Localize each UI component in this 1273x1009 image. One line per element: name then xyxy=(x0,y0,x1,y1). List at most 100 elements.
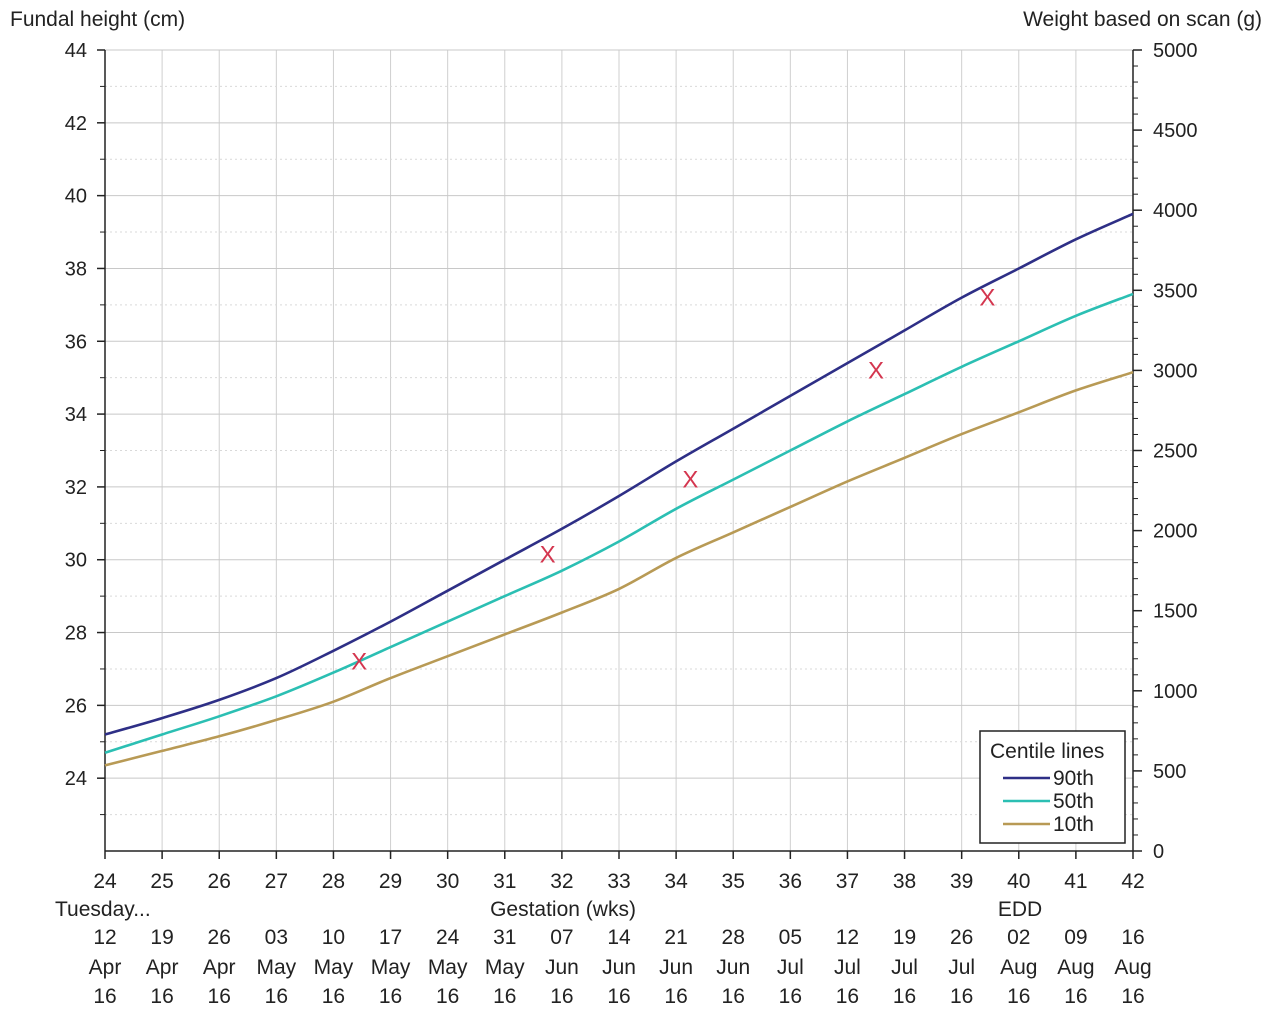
date-month-label: Jun xyxy=(602,956,636,979)
date-year-label: 16 xyxy=(722,985,745,1008)
right-tick-label: 2000 xyxy=(1153,521,1198,543)
date-day-label: 16 xyxy=(1121,926,1144,949)
date-day-label: 02 xyxy=(1007,926,1030,949)
date-month-label: Apr xyxy=(203,956,236,979)
right-tick-label: 4000 xyxy=(1153,200,1198,222)
date-year-label: 16 xyxy=(836,985,859,1008)
right-tick-label: 3000 xyxy=(1153,360,1198,382)
edd-label: EDD xyxy=(998,898,1042,921)
date-year-label: 16 xyxy=(1064,985,1087,1008)
date-labels: 12 19 26 03 10 17 24 31 07 14 21 28 05 12 19 26 02 09 16 Ap… xyxy=(89,926,1152,1008)
date-year-label: 16 xyxy=(1121,985,1144,1008)
left-tick-label: 36 xyxy=(65,331,87,353)
date-month-label: Jun xyxy=(716,956,750,979)
x-tick-label: 33 xyxy=(607,870,630,893)
x-tick-label: 27 xyxy=(265,870,288,893)
date-year-label: 16 xyxy=(322,985,345,1008)
date-month-label: May xyxy=(256,956,296,979)
x-tick-label: 25 xyxy=(150,870,173,893)
date-day-label: 17 xyxy=(379,926,402,949)
left-tick-label: 24 xyxy=(65,768,87,790)
x-tick-label: 26 xyxy=(208,870,231,893)
x-day-label: Tuesday... xyxy=(55,898,151,921)
date-day-label: 10 xyxy=(322,926,345,949)
legend-label: 90th xyxy=(1053,767,1094,790)
right-axis-title: Weight based on scan (g) xyxy=(1023,8,1262,31)
x-tick-label: 29 xyxy=(379,870,402,893)
date-day-label: 12 xyxy=(836,926,859,949)
date-day-label: 19 xyxy=(150,926,173,949)
date-day-label: 31 xyxy=(493,926,516,949)
date-day-label: 14 xyxy=(607,926,631,949)
left-tick-label: 34 xyxy=(65,404,87,426)
date-year-label: 16 xyxy=(493,985,516,1008)
date-year-label: 16 xyxy=(664,985,687,1008)
left-tick-label: 42 xyxy=(65,113,87,135)
date-day-label: 24 xyxy=(436,926,460,949)
x-tick-label: 28 xyxy=(322,870,345,893)
measurement-marker: X xyxy=(979,285,995,312)
date-year-label: 16 xyxy=(1007,985,1030,1008)
legend-label: 50th xyxy=(1053,790,1094,813)
left-tick-label: 30 xyxy=(65,550,87,572)
left-tick-label: 26 xyxy=(65,695,87,717)
x-tick-label: 24 xyxy=(93,870,117,893)
x-tick-label: 35 xyxy=(722,870,745,893)
left-tick-label: 38 xyxy=(65,258,87,280)
x-axis-title: Gestation (wks) xyxy=(490,898,636,921)
right-tick-label: 0 xyxy=(1153,841,1164,863)
measurement-markers: X X X X X xyxy=(351,285,995,676)
date-day-label: 05 xyxy=(779,926,802,949)
left-tick-label: 28 xyxy=(65,623,87,645)
measurement-marker: X xyxy=(351,649,367,676)
date-month-label: Jul xyxy=(891,956,918,979)
date-month-label: May xyxy=(428,956,468,979)
right-tick-label: 5000 xyxy=(1153,40,1198,62)
date-month-label: May xyxy=(314,956,354,979)
date-month-label: Jul xyxy=(948,956,975,979)
date-day-label: 07 xyxy=(550,926,573,949)
x-tick-label: 30 xyxy=(436,870,459,893)
date-year-label: 16 xyxy=(779,985,802,1008)
legend-label: 10th xyxy=(1053,813,1094,836)
x-tick-label: 31 xyxy=(493,870,516,893)
series-line-90th xyxy=(104,212,1134,736)
measurement-marker: X xyxy=(540,541,556,568)
date-day-label: 03 xyxy=(265,926,288,949)
date-year-label: 16 xyxy=(893,985,916,1008)
x-tick-label: 39 xyxy=(950,870,973,893)
series-line-10th xyxy=(104,370,1134,767)
date-month-label: Aug xyxy=(1000,956,1037,979)
date-month-label: Aug xyxy=(1057,956,1094,979)
date-day-label: 09 xyxy=(1064,926,1087,949)
left-tick-label: 40 xyxy=(65,186,87,208)
x-tick-label: 41 xyxy=(1064,870,1087,893)
right-tick-label: 1000 xyxy=(1153,681,1198,703)
date-day-label: 12 xyxy=(93,926,116,949)
date-month-label: Jul xyxy=(834,956,861,979)
x-tick-label: 42 xyxy=(1121,870,1144,893)
date-day-label: 19 xyxy=(893,926,916,949)
x-tick-label: 37 xyxy=(836,870,859,893)
axis-ticks: 24 26 28 30 32 34 36 38 40 42 44 0 500 1000 1500 2000 25… xyxy=(65,40,1198,863)
measurement-marker: X xyxy=(682,467,698,494)
left-axis-title: Fundal height (cm) xyxy=(10,8,185,31)
date-year-label: 16 xyxy=(93,985,116,1008)
centile-lines xyxy=(104,212,1134,767)
date-day-label: 28 xyxy=(722,926,745,949)
date-month-label: May xyxy=(485,956,525,979)
legend-title: Centile lines xyxy=(990,740,1104,763)
left-tick-label: 44 xyxy=(65,40,87,62)
x-tick-labels: 24 25 26 27 28 29 30 31 32 33 34 35 36 37 38 39 40 41 42 xyxy=(93,870,1144,893)
x-tick-label: 36 xyxy=(779,870,802,893)
date-year-label: 16 xyxy=(265,985,288,1008)
x-tick-label: 34 xyxy=(664,870,688,893)
date-year-label: 16 xyxy=(379,985,402,1008)
right-tick-label: 1500 xyxy=(1153,601,1198,623)
date-month-label: Aug xyxy=(1114,956,1151,979)
date-day-label: 26 xyxy=(208,926,231,949)
series-line-50th xyxy=(104,292,1134,754)
